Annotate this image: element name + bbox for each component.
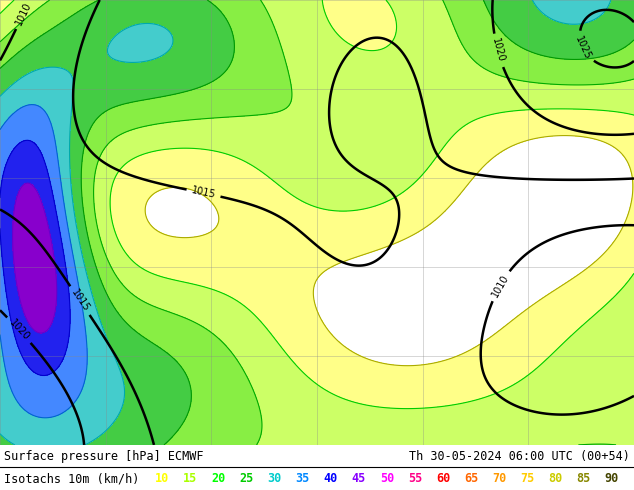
Text: 70: 70 (492, 472, 507, 486)
Text: Surface pressure [hPa] ECMWF: Surface pressure [hPa] ECMWF (4, 450, 204, 464)
Text: 85: 85 (576, 472, 591, 486)
Text: 65: 65 (464, 472, 479, 486)
Text: 45: 45 (352, 472, 366, 486)
Text: 25: 25 (239, 472, 254, 486)
Text: 1010: 1010 (14, 0, 33, 26)
Text: 1010: 1010 (490, 272, 510, 299)
Text: 90: 90 (605, 472, 619, 486)
Text: 60: 60 (436, 472, 450, 486)
Text: 75: 75 (521, 472, 534, 486)
Text: 1020: 1020 (490, 37, 506, 64)
Text: 35: 35 (295, 472, 309, 486)
Text: Th 30-05-2024 06:00 UTC (00+54): Th 30-05-2024 06:00 UTC (00+54) (409, 450, 630, 464)
Text: 50: 50 (380, 472, 394, 486)
Text: Isotachs 10m (km/h): Isotachs 10m (km/h) (4, 472, 139, 486)
Text: 20: 20 (211, 472, 225, 486)
Text: 55: 55 (408, 472, 422, 486)
Text: 80: 80 (548, 472, 563, 486)
Text: 10: 10 (155, 472, 169, 486)
Text: 1020: 1020 (7, 318, 31, 343)
Text: 15: 15 (183, 472, 197, 486)
Text: 1015: 1015 (69, 288, 91, 314)
Text: 1015: 1015 (190, 186, 217, 200)
Text: 30: 30 (268, 472, 281, 486)
Text: 1025: 1025 (573, 34, 593, 61)
Text: 40: 40 (323, 472, 338, 486)
